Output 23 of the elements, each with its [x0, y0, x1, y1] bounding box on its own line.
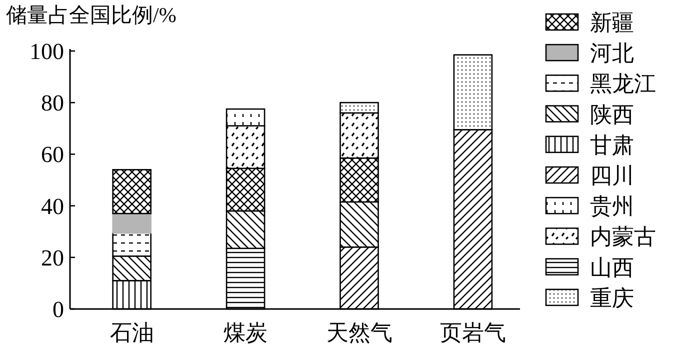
legend-label: 新疆: [590, 10, 634, 35]
bar: [112, 212, 152, 234]
y-tick-label: 100: [30, 39, 64, 64]
y-tick-label: 20: [41, 245, 64, 270]
y-tick-label: 0: [52, 297, 64, 322]
ylabel: 储量占全国比例/%: [6, 3, 176, 27]
x-tick-label: 煤炭: [224, 320, 268, 345]
y-tick-label: 80: [41, 90, 64, 116]
y-tick-label: 60: [41, 142, 64, 168]
legend-label: 黑龙江: [590, 71, 656, 96]
legend-label: 内蒙古: [590, 224, 656, 250]
x-tick-label: 石油: [110, 320, 154, 345]
legend-label: 四川: [590, 163, 634, 188]
x-tick-label: 天然气: [326, 320, 392, 345]
y-tick-label: 40: [41, 194, 64, 219]
legend-label: 重庆: [590, 285, 634, 310]
x-tick-label: 页岩气: [440, 320, 506, 345]
legend-label: 甘肃: [590, 132, 634, 158]
legend-label: 河北: [590, 40, 634, 66]
legend-label: 陕西: [590, 102, 634, 127]
legend-label: 山西: [590, 254, 634, 280]
legend-label: 贵州: [590, 194, 634, 219]
bar: [112, 169, 152, 214]
